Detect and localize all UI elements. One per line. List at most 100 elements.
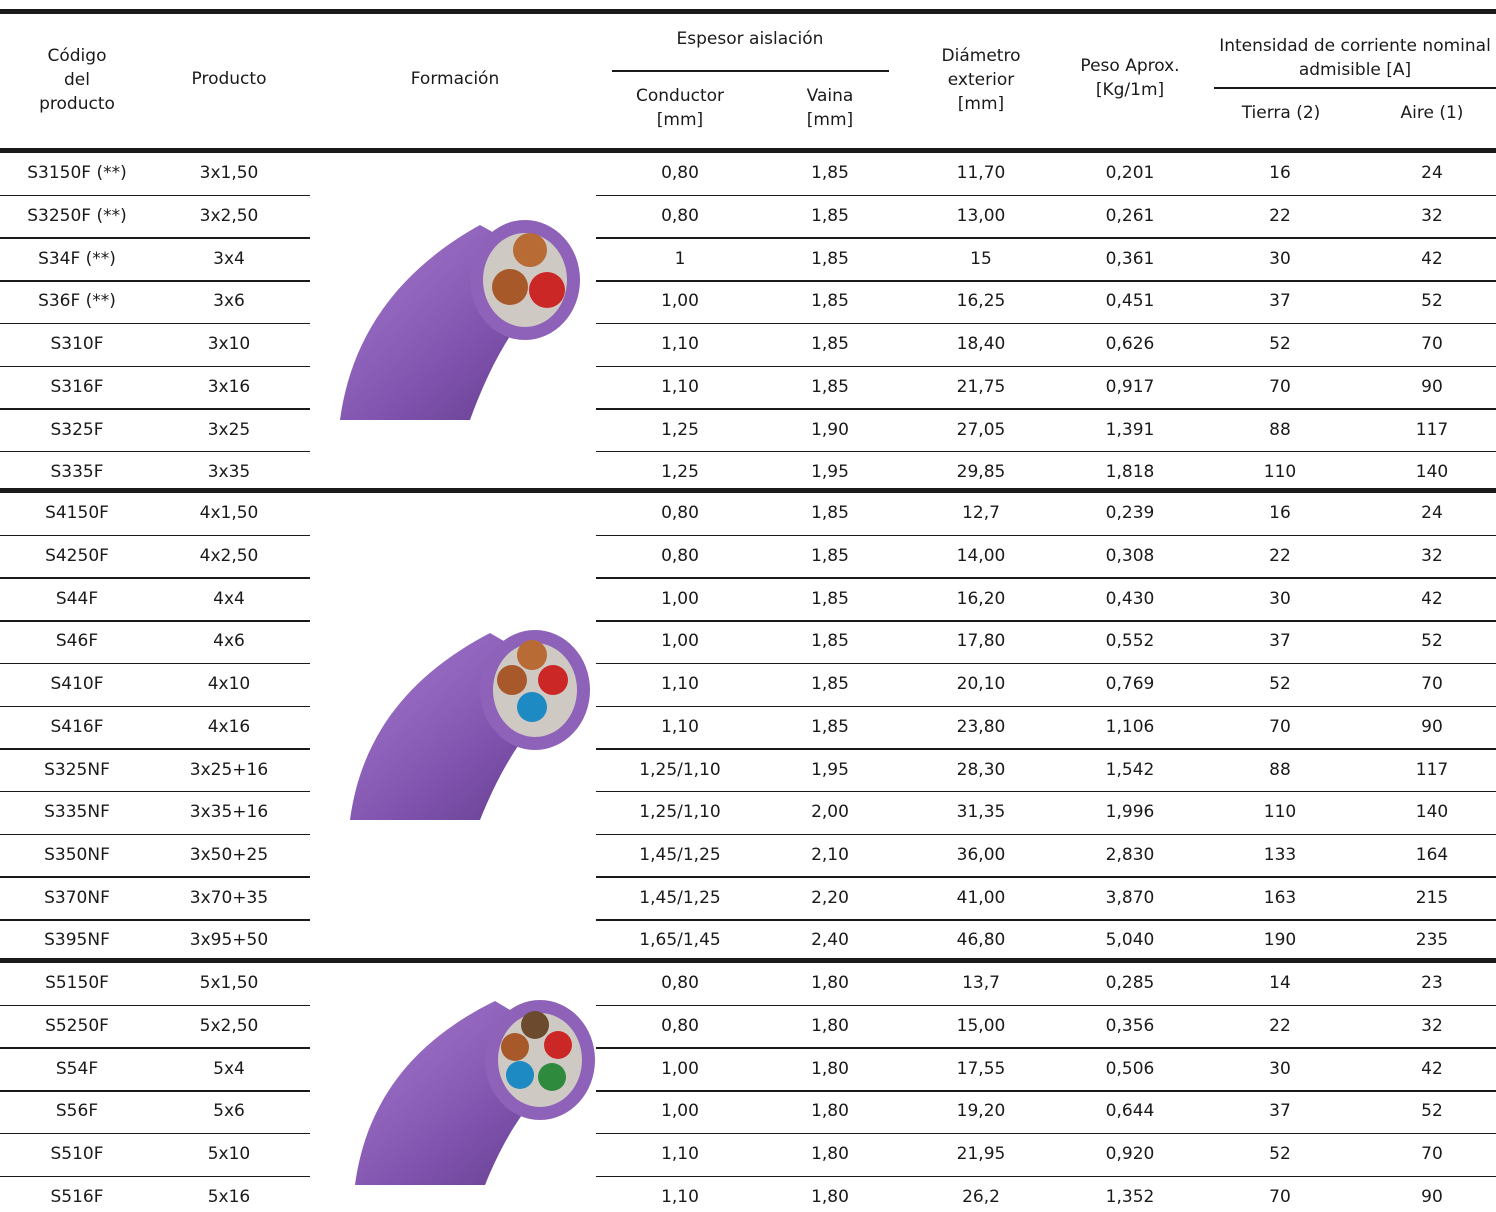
group-rule	[0, 148, 1496, 153]
table-cell: 23	[1421, 973, 1443, 994]
table-cell: 0,356	[1105, 1016, 1155, 1037]
table-cell: 52	[1421, 291, 1443, 312]
table-cell: 70	[1421, 334, 1443, 355]
table-cell: 31,35	[956, 802, 1006, 823]
header-cell: Espesor aislación	[676, 29, 824, 49]
table-cell: 140	[1415, 462, 1449, 483]
table-cell: 110	[1263, 462, 1297, 483]
table-cell: S325NF	[44, 759, 110, 780]
table-cell: 24	[1421, 503, 1443, 524]
table-cell: 1,818	[1105, 462, 1155, 483]
row-rule	[0, 237, 310, 239]
table-cell: 3x35+16	[189, 802, 269, 823]
table-cell: 5x10	[207, 1144, 251, 1165]
table-cell: 140	[1415, 802, 1449, 823]
table-cell: 1,85	[811, 588, 849, 609]
table-cell: 0,430	[1105, 588, 1155, 609]
table-cell: 70	[1269, 376, 1291, 397]
header-cell: Peso Aprox. [Kg/1m]	[1080, 56, 1180, 100]
table-cell: 17,55	[956, 1058, 1006, 1079]
table-cell: 1,80	[811, 1058, 849, 1079]
table-cell: 3x2,50	[199, 206, 259, 227]
row-rule	[0, 1047, 310, 1049]
table-cell: 3x1,50	[199, 163, 259, 184]
table-cell: S510F	[50, 1144, 104, 1165]
table-cell: 1,106	[1105, 716, 1155, 737]
table-cell: 3x35	[207, 462, 251, 483]
table-cell: 30	[1269, 588, 1291, 609]
table-cell: 5x1,50	[199, 973, 259, 994]
table-cell: 30	[1269, 248, 1291, 269]
row-rule	[596, 577, 1496, 579]
table-cell: S4150F	[45, 503, 109, 524]
table-cell: 1,65/1,45	[639, 930, 721, 951]
table-cell: 27,05	[956, 419, 1006, 440]
table-cell: 4x10	[207, 674, 251, 695]
table-cell: 1,10	[661, 1144, 699, 1165]
table-cell: 0,285	[1105, 973, 1155, 994]
table-cell: S5250F	[45, 1016, 109, 1037]
row-rule	[596, 534, 1496, 537]
table-cell: 5x16	[207, 1186, 251, 1207]
table-cell: 26,2	[962, 1186, 1000, 1207]
table-cell: 32	[1421, 1016, 1443, 1037]
table-cell: 1,391	[1105, 419, 1155, 440]
table-cell: 20,10	[956, 674, 1006, 695]
table-cell: 0,920	[1105, 1144, 1155, 1165]
table-cell: 0,552	[1105, 631, 1155, 652]
table-cell: S3150F (**)	[27, 163, 127, 184]
table-cell: 88	[1269, 419, 1291, 440]
table-cell: 5,040	[1105, 930, 1155, 951]
table-cell: 12,7	[962, 503, 1000, 524]
table-cell: 1,45/1,25	[639, 844, 721, 865]
table-cell: 133	[1263, 844, 1297, 865]
table-cell: 1,85	[811, 546, 849, 567]
table-cell: 3x70+35	[189, 887, 269, 908]
table-cell: 90	[1421, 1186, 1443, 1207]
table-cell: S370NF	[44, 887, 110, 908]
cable-5-core	[355, 1000, 595, 1185]
row-rule	[0, 408, 310, 410]
table-cell: 4x2,50	[199, 546, 259, 567]
group-rule	[0, 488, 1496, 493]
table-cell: 0,239	[1105, 503, 1155, 524]
table-cell: 1,996	[1105, 802, 1155, 823]
row-rule	[0, 534, 310, 537]
table-cell: 32	[1421, 546, 1443, 567]
table-cell: 1,25	[661, 419, 699, 440]
row-rule	[596, 1047, 1496, 1049]
header-rule	[1214, 87, 1496, 89]
row-rule	[0, 919, 310, 921]
row-rule	[0, 662, 310, 665]
row-rule	[0, 1175, 310, 1177]
table-cell: 1,95	[811, 759, 849, 780]
header-cell: Producto	[191, 69, 267, 89]
table-cell: 0,80	[661, 503, 699, 524]
table-cell: 23,80	[956, 716, 1006, 737]
table-cell: 3x95+50	[189, 930, 269, 951]
table-cell: 0,261	[1105, 206, 1155, 227]
table-cell: S516F	[50, 1186, 104, 1207]
table-cell: S316F	[50, 376, 104, 397]
row-rule	[0, 620, 310, 622]
table-cell: 0,769	[1105, 674, 1155, 695]
row-rule	[0, 833, 310, 836]
table-cell: 3x25+16	[189, 759, 269, 780]
table-cell: 70	[1269, 716, 1291, 737]
table-cell: 70	[1421, 674, 1443, 695]
table-cell: 1,85	[811, 674, 849, 695]
row-rule	[596, 1132, 1496, 1135]
table-cell: 13,00	[956, 206, 1006, 227]
table-cell: S3250F (**)	[27, 206, 127, 227]
table-cell: 3x50+25	[189, 844, 269, 865]
table-cell: 37	[1269, 1101, 1291, 1122]
table-cell: 29,85	[956, 462, 1006, 483]
row-rule	[0, 194, 310, 197]
table-cell: 16,25	[956, 291, 1006, 312]
table-cell: 90	[1421, 376, 1443, 397]
row-rule	[596, 450, 1496, 453]
table-cell: 13,7	[962, 973, 1000, 994]
table-cell: 1,80	[811, 1016, 849, 1037]
table-cell: S416F	[50, 716, 104, 737]
